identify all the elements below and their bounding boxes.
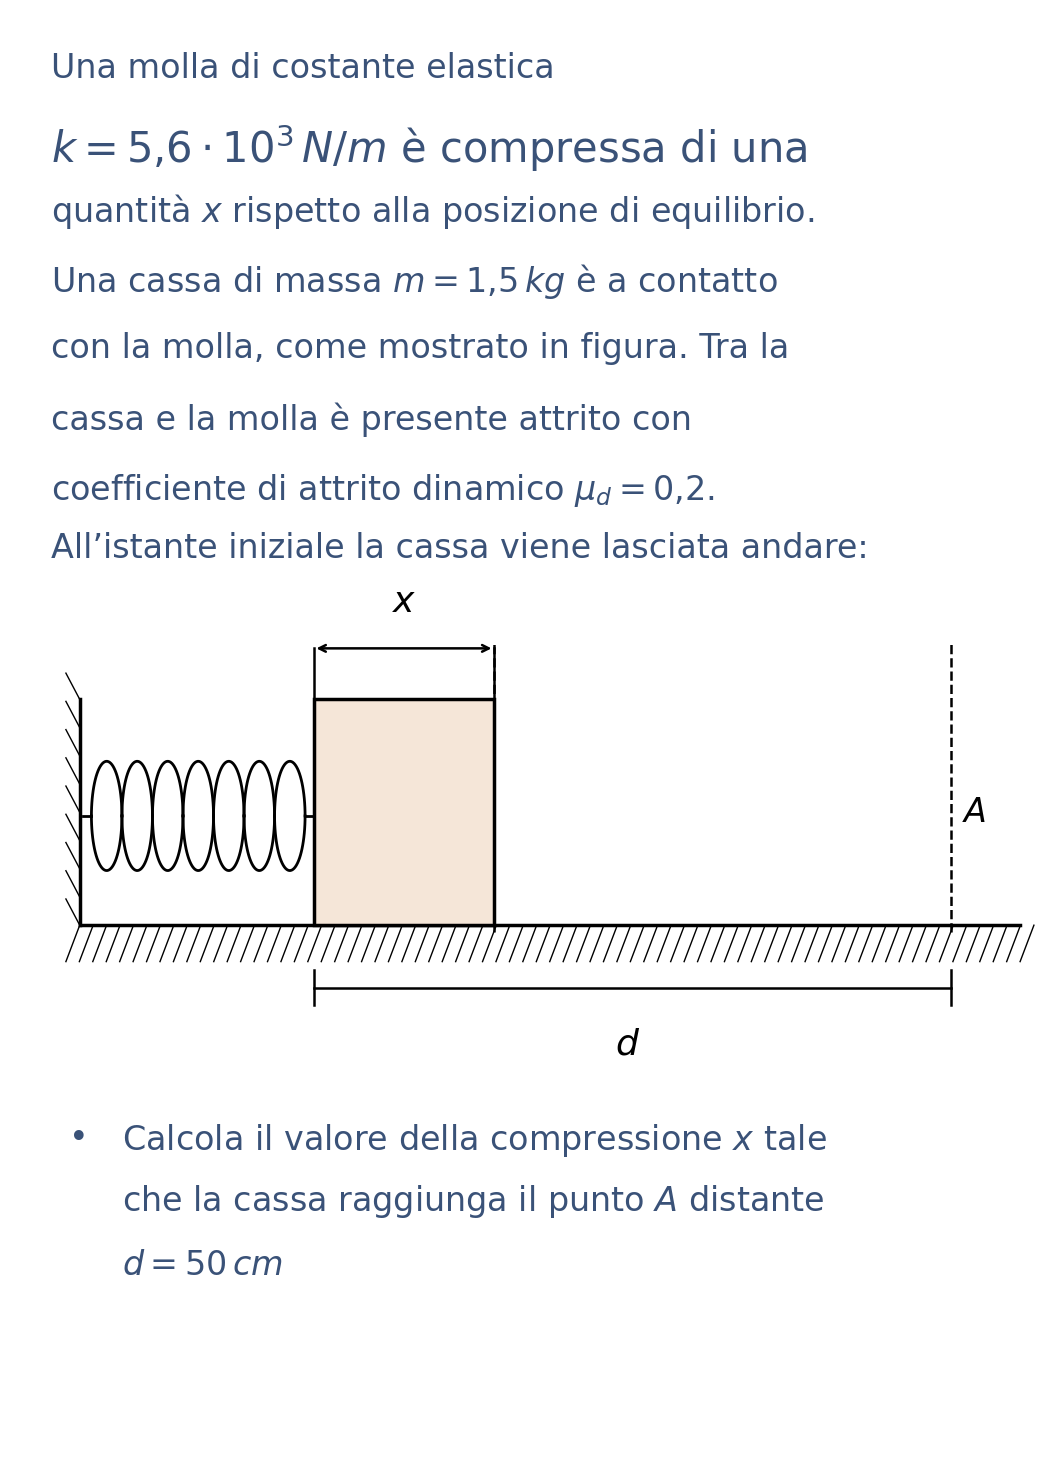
Text: All’istante iniziale la cassa viene lasciata andare:: All’istante iniziale la cassa viene lasc… — [51, 532, 868, 565]
Text: $d = 50 \, cm$: $d = 50 \, cm$ — [122, 1249, 283, 1282]
Text: che la cassa raggiunga il punto $A$ distante: che la cassa raggiunga il punto $A$ dist… — [122, 1183, 825, 1220]
Text: $x$: $x$ — [391, 586, 417, 619]
Text: Una molla di costante elastica: Una molla di costante elastica — [51, 52, 555, 86]
Text: coefficiente di attrito dinamico $\mu_d = 0{,}2$.: coefficiente di attrito dinamico $\mu_d … — [51, 472, 714, 508]
Text: quantità $x$ rispetto alla posizione di equilibrio.: quantità $x$ rispetto alla posizione di … — [51, 192, 814, 232]
Text: Una cassa di massa $m = 1{,}5 \, kg$ è a contatto: Una cassa di massa $m = 1{,}5 \, kg$ è a… — [51, 262, 778, 302]
Text: •: • — [69, 1122, 88, 1155]
Text: $k = 5{,}6 \cdot 10^3 \, N/m$ è compressa di una: $k = 5{,}6 \cdot 10^3 \, N/m$ è compress… — [51, 122, 808, 173]
Text: $A$: $A$ — [962, 796, 986, 829]
Bar — [314, 699, 494, 925]
Text: cassa e la molla è presente attrito con: cassa e la molla è presente attrito con — [51, 402, 692, 437]
Text: con la molla, come mostrato in figura. Tra la: con la molla, come mostrato in figura. T… — [51, 332, 789, 366]
Text: Calcola il valore della compressione $x$ tale: Calcola il valore della compressione $x$… — [122, 1122, 827, 1158]
Text: $d$: $d$ — [614, 1027, 640, 1061]
